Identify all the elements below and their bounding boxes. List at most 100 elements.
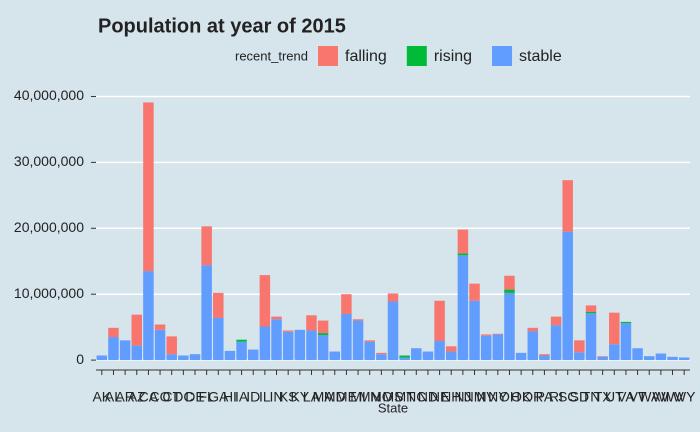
- bar-segment: [492, 333, 504, 335]
- bar-segment: [131, 345, 143, 361]
- legend-label: stable: [519, 48, 562, 65]
- x-tick-label: TN: [582, 389, 601, 405]
- bar-segment: [317, 333, 329, 336]
- bar-segment: [562, 231, 573, 361]
- bar-segment: [411, 348, 422, 361]
- bar-segment: [387, 293, 399, 302]
- bar-segment: [457, 229, 469, 254]
- bar-segment: [108, 327, 119, 338]
- bar-segment: [352, 319, 364, 321]
- bar-segment: [678, 357, 690, 361]
- bar-segment: [550, 325, 562, 361]
- x-tick-label: WV: [661, 389, 684, 405]
- bar-segment: [527, 331, 539, 361]
- bar-segment: [213, 292, 224, 318]
- bar-segment: [178, 355, 189, 361]
- bar-segment: [166, 354, 177, 361]
- legend-swatch: [492, 46, 513, 66]
- bar-segment: [306, 315, 317, 331]
- x-tick-label: AR: [115, 389, 134, 405]
- x-tick-label: WI: [652, 389, 669, 405]
- bar-segment: [352, 320, 364, 361]
- bar-segment: [445, 346, 457, 352]
- x-axis-label: State: [378, 400, 408, 415]
- legend-label: falling: [345, 48, 387, 65]
- bar-segment: [422, 351, 434, 361]
- bar-segment: [620, 321, 632, 324]
- x-tick-label: MA: [313, 389, 335, 405]
- bar-segment: [224, 350, 236, 361]
- x-tick-label: AK: [92, 389, 111, 405]
- x-tick-label: ME: [336, 389, 357, 405]
- bar-segment: [236, 339, 247, 342]
- chart-title: Population at year of 2015: [98, 15, 346, 37]
- y-tick-label: 20,000,000: [14, 219, 84, 235]
- x-tick-label: ID: [246, 389, 260, 405]
- bar-segment: [620, 323, 632, 361]
- bar-segment: [597, 356, 608, 357]
- bar-segment: [585, 305, 597, 312]
- bar-segment: [154, 324, 166, 330]
- x-tick-label: FL: [198, 389, 215, 405]
- x-tick-label: MS: [383, 389, 404, 405]
- bar-segment: [108, 337, 119, 361]
- bar-segment: [655, 353, 667, 361]
- bar-segment: [480, 335, 492, 361]
- bar-segment: [294, 329, 306, 361]
- bar-segment: [457, 253, 469, 256]
- bar-segment: [562, 180, 573, 232]
- bar-segment: [387, 301, 399, 361]
- x-tick-label: GA: [208, 389, 229, 405]
- x-tick-label: KS: [279, 389, 298, 405]
- x-tick-label: MO: [370, 389, 393, 405]
- x-tick-label: OH: [499, 389, 520, 405]
- y-tick-label: 10,000,000: [14, 285, 84, 301]
- bar-segment: [399, 357, 410, 361]
- bar-segment: [574, 340, 585, 353]
- bar-segment: [457, 255, 469, 361]
- bar-segment: [527, 327, 539, 332]
- legend-label: rising: [434, 48, 472, 65]
- bar-segment: [376, 352, 387, 355]
- bar-segment: [597, 356, 608, 361]
- x-tick-label: DE: [185, 389, 204, 405]
- bar-segment: [445, 351, 457, 361]
- bar-segment: [539, 354, 550, 356]
- bar-segment: [609, 312, 620, 345]
- y-tick-label: 30,000,000: [14, 153, 84, 169]
- x-tick-label: NC: [406, 389, 426, 405]
- x-tick-label: RI: [549, 389, 563, 405]
- bar-segment: [329, 351, 341, 361]
- x-tick-label: IL: [259, 389, 271, 405]
- bar-segment: [504, 292, 515, 361]
- bar-segment: [143, 102, 154, 272]
- x-tick-label: SD: [570, 389, 589, 405]
- x-tick-label: IN: [270, 389, 284, 405]
- x-tick-label: MI: [350, 389, 366, 405]
- bar-segment: [96, 355, 108, 361]
- bar-segment: [492, 334, 504, 361]
- x-tick-label: TX: [594, 389, 613, 405]
- x-tick-label: IA: [235, 389, 249, 405]
- legend-title: recent_trend: [235, 48, 308, 63]
- x-tick-label: OK: [511, 389, 532, 405]
- bar-segment: [469, 283, 480, 301]
- bar-segment: [399, 355, 410, 358]
- bar-segment: [166, 336, 177, 355]
- x-tick-label: CO: [150, 389, 171, 405]
- x-tick-label: PA: [536, 389, 554, 405]
- bar-segment: [667, 356, 678, 361]
- bar-segment: [585, 312, 597, 314]
- x-tick-label: HI: [223, 389, 237, 405]
- bar-segment: [236, 341, 247, 361]
- bar-segment: [189, 354, 201, 361]
- bar-segment: [434, 341, 445, 361]
- bar-segment: [504, 289, 515, 293]
- x-tick-label: NE: [430, 389, 449, 405]
- bar-segment: [282, 330, 294, 332]
- bar-segment: [609, 344, 620, 361]
- x-tick-label: NM: [464, 389, 486, 405]
- bar-segment: [341, 313, 352, 361]
- bar-segment: [469, 300, 480, 361]
- bar-segment: [119, 340, 131, 361]
